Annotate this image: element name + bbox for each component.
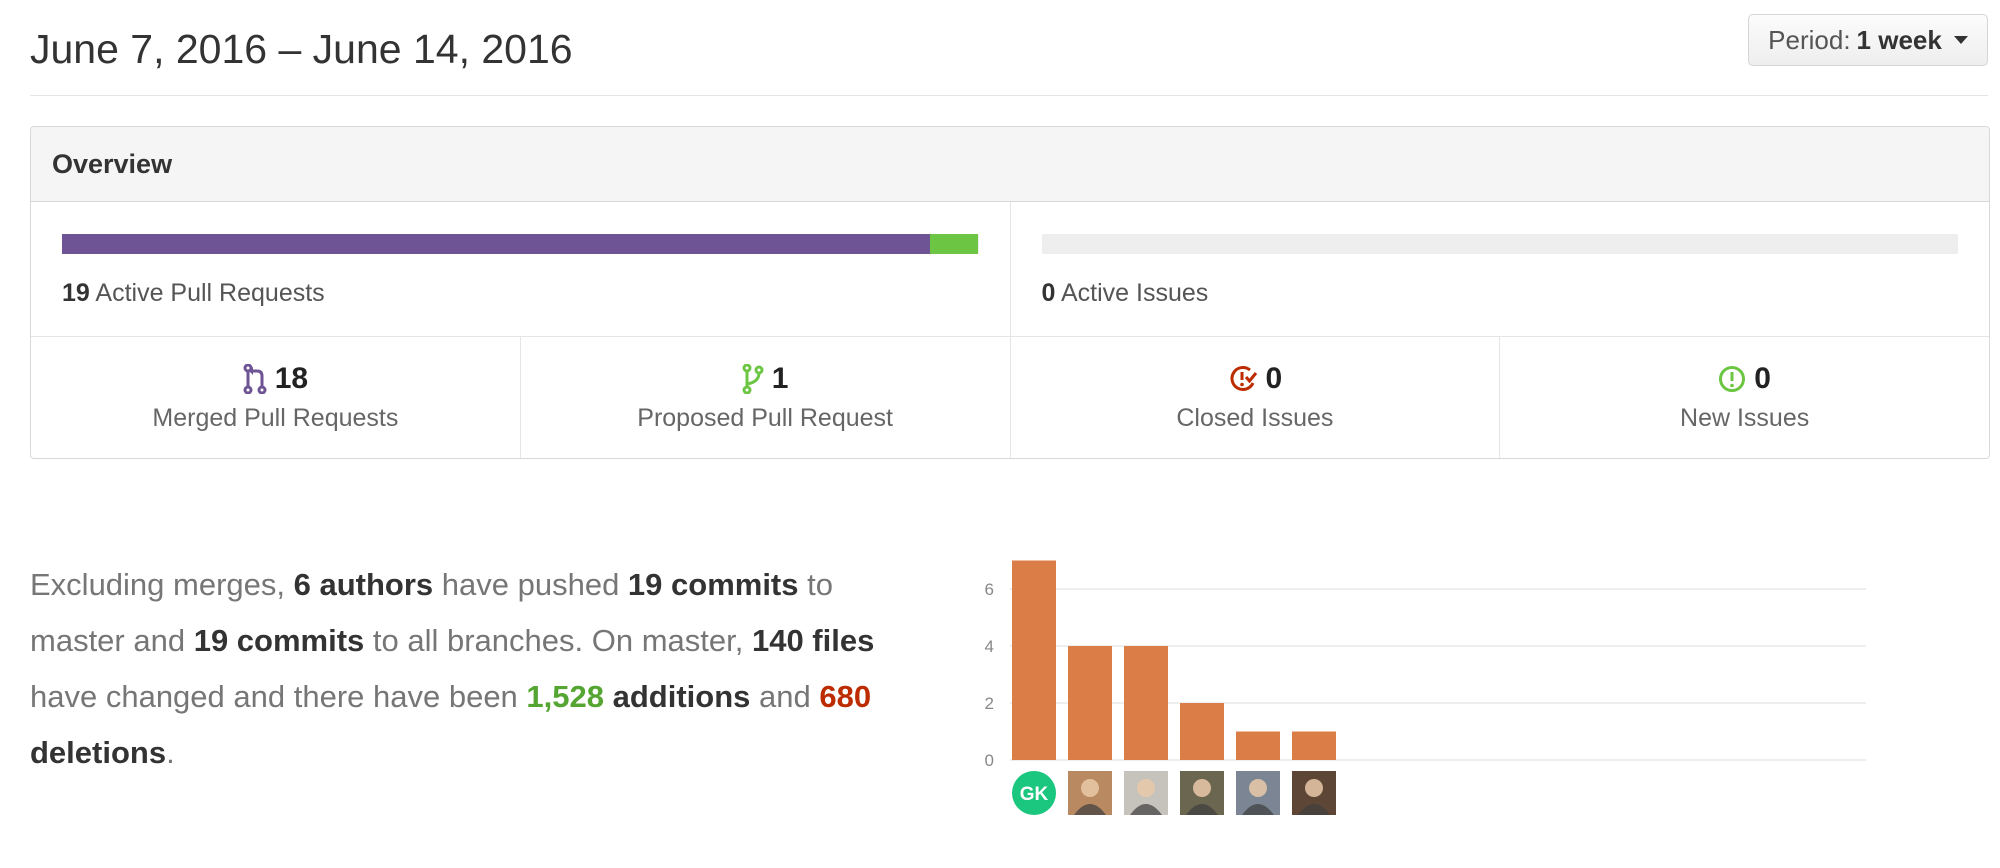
- master-commits-count: 19 commits: [627, 567, 799, 602]
- overview-panel: Overview 19 Active Pull Requests 0 Activ…: [30, 126, 1990, 459]
- merged-label: Merged Pull Requests: [152, 404, 399, 432]
- y-tick-label: 2: [985, 694, 994, 713]
- avatar-face: [1249, 779, 1267, 797]
- period-value: 1 week: [1856, 24, 1942, 55]
- date-range-title: June 7, 2016 – June 14, 2016: [30, 26, 573, 72]
- issues-summary[interactable]: 0 Active Issues: [1009, 202, 1990, 336]
- avatar[interactable]: [1012, 771, 1056, 815]
- proposed-pull-request-stat[interactable]: 1 Proposed Pull Request: [519, 337, 1010, 458]
- bar-6[interactable]: [1292, 731, 1336, 761]
- avatar-shoulders: [1074, 804, 1106, 815]
- period-label: Period:: [1768, 24, 1851, 55]
- files-changed-count: 140 files: [751, 623, 875, 658]
- avatar-shoulders: [1242, 804, 1274, 815]
- pull-requests-bar: [62, 234, 979, 254]
- active-issues-label: Active Issues: [1060, 279, 1209, 307]
- avatar-shoulders: [1130, 804, 1162, 815]
- additions-count: 1,528: [526, 679, 604, 714]
- issue-closed-icon: [1230, 365, 1257, 391]
- overview-title: Overview: [31, 127, 1989, 202]
- closed-issues-label: Closed Issues: [1176, 404, 1334, 432]
- bar-2[interactable]: [1068, 646, 1112, 760]
- avatar-face: [1193, 779, 1211, 797]
- issue-opened-icon: [1719, 366, 1746, 392]
- avatar-face: [1137, 779, 1155, 797]
- merge-icon: [243, 364, 267, 394]
- avatar-initials: GK: [1020, 784, 1049, 805]
- caret-down-icon: [1953, 36, 1968, 44]
- page-header: June 7, 2016 – June 14, 2016 Period: 1 w…: [30, 0, 1988, 96]
- active-issues-count: 0: [1041, 279, 1056, 307]
- active-pr-label: Active Pull Requests: [95, 279, 325, 307]
- avatar-face: [1081, 779, 1099, 797]
- pull-requests-summary[interactable]: 19 Active Pull Requests: [31, 202, 1010, 336]
- deletions-count: 680: [819, 679, 872, 714]
- merged-segment: [62, 234, 930, 254]
- closed-issues-count: 0: [1265, 362, 1283, 395]
- avatar-shoulders: [1298, 804, 1330, 815]
- new-issues-stat[interactable]: 0 New Issues: [1499, 337, 1989, 458]
- bar-4[interactable]: [1180, 703, 1224, 760]
- proposed-segment: [929, 234, 979, 254]
- new-issues-count: 0: [1754, 362, 1771, 395]
- merged-count: 18: [274, 362, 309, 395]
- y-tick-label: 0: [985, 751, 994, 770]
- new-issues-label: New Issues: [1680, 404, 1810, 432]
- bar-3[interactable]: [1124, 646, 1168, 760]
- active-pr-count: 19: [62, 279, 90, 307]
- bar-1[interactable]: [1012, 560, 1056, 761]
- y-tick-label: 4: [985, 637, 994, 656]
- all-commits-count: 19 commits: [193, 623, 365, 658]
- closed-issues-stat[interactable]: 0 Closed Issues: [1009, 337, 1500, 458]
- avatar-shoulders: [1186, 804, 1218, 815]
- merged-pull-requests-stat[interactable]: 18 Merged Pull Requests: [31, 337, 520, 458]
- commit-summary: Excluding merges, 6 authors have pushed …: [30, 567, 875, 770]
- proposed-label: Proposed Pull Request: [637, 404, 893, 432]
- issues-bar: [1041, 234, 1958, 254]
- period-select-button[interactable]: Period: 1 week: [1748, 14, 1988, 66]
- authors-count: 6 authors: [293, 567, 434, 602]
- deletions-word: deletions: [30, 735, 167, 770]
- bar-5[interactable]: [1236, 731, 1280, 761]
- additions-word: additions: [604, 679, 751, 714]
- proposed-count: 1: [771, 362, 789, 395]
- branch-icon: [742, 364, 764, 394]
- avatar-face: [1305, 779, 1323, 797]
- commits-by-author-chart: 0 2 4 6 GK: [985, 560, 1866, 815]
- y-tick-label: 6: [985, 580, 994, 599]
